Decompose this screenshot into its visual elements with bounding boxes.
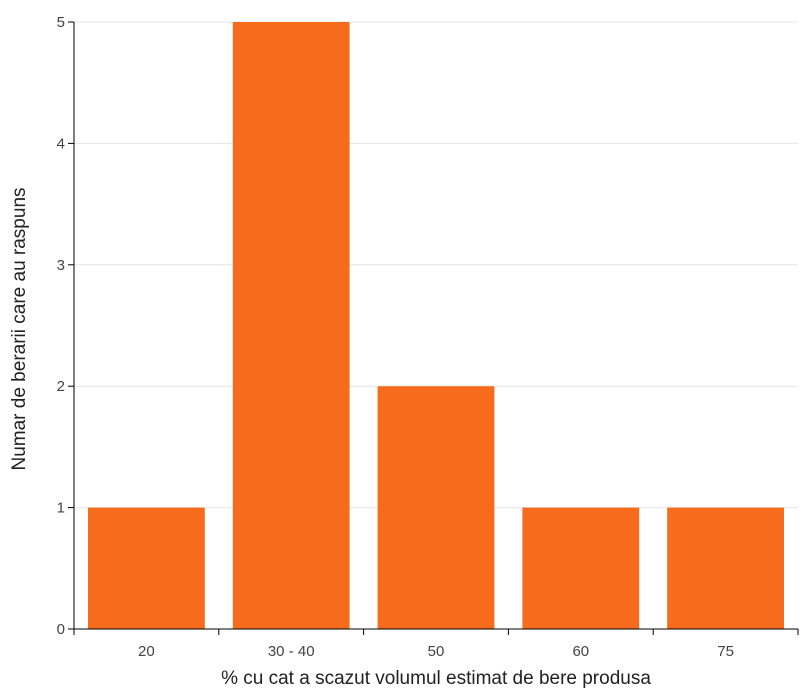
x-tick-label: 20 xyxy=(138,643,155,660)
y-tick-label: 4 xyxy=(57,135,65,152)
x-axis-title: % cu cat a scazut volumul estimat de ber… xyxy=(221,668,651,689)
x-tick-label: 30 - 40 xyxy=(268,643,315,660)
bar xyxy=(667,507,784,629)
bar xyxy=(522,507,640,629)
bar xyxy=(88,507,205,629)
y-tick-label: 5 xyxy=(57,14,65,31)
y-tick-label: 2 xyxy=(57,378,65,395)
x-tick-label: 75 xyxy=(717,643,734,660)
y-tick-label: 0 xyxy=(57,621,65,638)
y-tick-label: 3 xyxy=(57,257,65,274)
bar xyxy=(377,386,495,629)
x-tick-label: 60 xyxy=(572,643,589,660)
y-tick-label: 1 xyxy=(57,500,65,517)
ticks: 0 1 2 3 4 5 20 30 - 40 50 60 75 xyxy=(57,14,799,660)
axes xyxy=(73,22,798,630)
x-tick-label: 50 xyxy=(428,643,445,660)
y-axis-title: Numar de berarii care au raspuns xyxy=(9,187,30,470)
bar xyxy=(232,22,350,629)
bars xyxy=(88,22,784,629)
